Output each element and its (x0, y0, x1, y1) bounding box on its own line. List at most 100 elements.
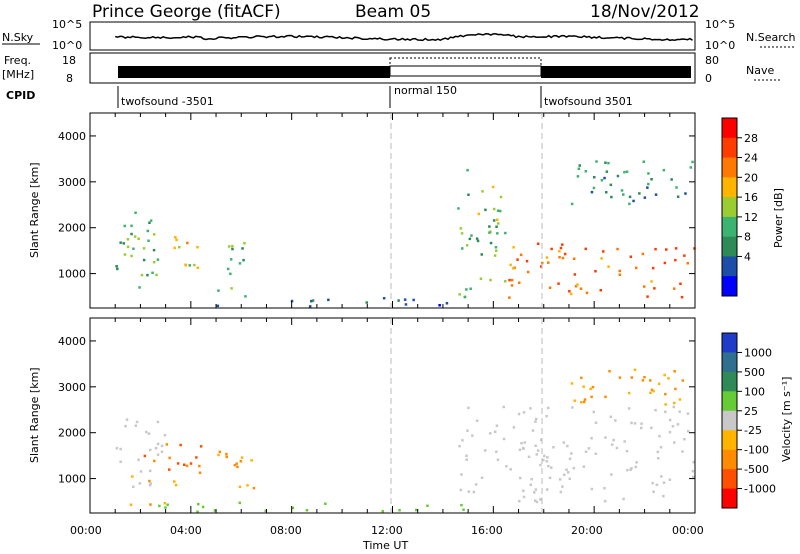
power-cell (147, 239, 150, 242)
power-cbar-block (722, 177, 737, 198)
power-cell (231, 244, 234, 248)
velocity-cell (489, 432, 492, 435)
velocity-cell (587, 447, 591, 450)
power-cell (193, 263, 196, 267)
power-cell (628, 202, 631, 206)
velocity-cell (250, 459, 253, 462)
power-cell (604, 161, 607, 164)
power-cbar-block (722, 137, 737, 159)
velocity-cell (603, 487, 606, 490)
freq-panel-frame (89, 52, 696, 84)
power-cell (525, 259, 529, 263)
power-cell (539, 265, 543, 268)
x-tick-2: 08:00 (270, 524, 302, 537)
power-cell (115, 265, 118, 268)
velocity-cell (521, 446, 525, 450)
velocity-cell (480, 476, 484, 479)
velocity-cell (531, 429, 535, 432)
power-cbar-tick-label: 4 (744, 250, 751, 263)
velocity-cell (233, 463, 237, 467)
velocity-cell (668, 418, 672, 422)
velocity-cell (156, 442, 160, 446)
velocity-cell (634, 465, 638, 469)
power-cell (629, 255, 633, 258)
velocity-cell (571, 406, 574, 409)
velocity-cell (641, 379, 645, 382)
velocity-cell (678, 398, 682, 401)
velocity-cell (548, 476, 552, 480)
power-cell (647, 182, 650, 186)
velocity-colorbar-label: Velocity [m s⁻¹] (780, 377, 793, 462)
power-cell (229, 258, 233, 261)
power-cell (184, 263, 187, 266)
power-cell (574, 285, 578, 288)
power-cell (504, 231, 507, 235)
power-cell (513, 266, 516, 269)
power-cbar-tick-label: 12 (744, 211, 758, 224)
velocity-cell (518, 499, 521, 503)
velocity-cell (135, 420, 139, 424)
velocity-cell (493, 430, 497, 433)
date-label: 18/Nov/2012 (590, 2, 700, 22)
power-cell (142, 247, 146, 250)
velocity-cell (163, 502, 167, 505)
velocity-cbar-tick-label: 500 (744, 366, 765, 379)
velocity-cell (545, 414, 548, 418)
power-cell (470, 234, 473, 237)
velocity-cell (153, 459, 156, 463)
power-cell (610, 195, 613, 199)
power-cell (643, 285, 646, 288)
velocity-cell (218, 450, 222, 454)
power-cell (623, 170, 626, 174)
velocity-cell (558, 478, 562, 481)
velocity-cell (189, 462, 193, 465)
velocity-cell (547, 464, 550, 468)
velocity-cell (534, 444, 537, 447)
velocity-cell (672, 405, 675, 409)
velocity-cell (633, 422, 637, 425)
velocity-cell (467, 490, 471, 493)
power-cell (650, 280, 653, 283)
velocity-cell (692, 460, 695, 464)
power-cbar-block (722, 276, 737, 297)
velocity-cell (398, 509, 401, 512)
velocity-cell (160, 444, 164, 448)
velocity-cell (495, 450, 498, 453)
noise-panel-frame (89, 21, 696, 51)
power-cell (463, 295, 466, 299)
freq-left-tick-top: 18 (62, 54, 76, 67)
velocity-y-tick-label: 3000 (58, 381, 86, 394)
velocity-cell (119, 447, 122, 451)
power-cell (496, 209, 500, 212)
velocity-cell (545, 460, 549, 463)
power-cell (691, 160, 694, 164)
power-cell (469, 287, 472, 290)
velocity-cell (614, 419, 617, 422)
power-cell (548, 286, 552, 289)
x-tick-0: 00:00 (70, 524, 102, 537)
velocity-cbar-tick-label: 25 (744, 405, 758, 418)
power-cell (576, 283, 579, 286)
velocity-cell (674, 387, 677, 391)
velocity-cell (195, 456, 198, 459)
velocity-cell (668, 478, 672, 481)
velocity-cell (465, 454, 468, 457)
power-cell (607, 265, 610, 268)
power-cell (618, 269, 621, 273)
power-cell (196, 266, 200, 269)
power-cell (152, 248, 156, 252)
velocity-cell (158, 504, 161, 508)
velocity-cell (539, 463, 542, 467)
power-cell (438, 304, 441, 307)
velocity-cell (692, 475, 695, 479)
power-cbar-tick-label: 28 (744, 132, 758, 145)
velocity-cell (678, 410, 681, 413)
velocity-cell (305, 509, 309, 512)
velocity-cell (589, 387, 592, 391)
velocity-cell (570, 452, 573, 455)
velocity-cell (534, 499, 537, 502)
power-cbar-tick-label: 8 (744, 231, 751, 244)
power-cell (148, 221, 151, 224)
power-cbar-block (722, 216, 737, 238)
velocity-cell (139, 470, 143, 473)
